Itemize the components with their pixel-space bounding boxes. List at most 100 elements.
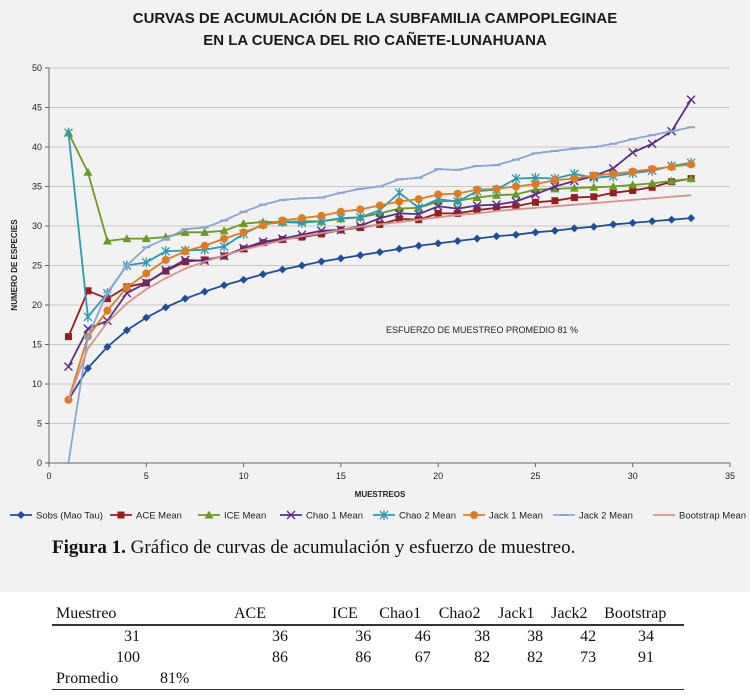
legend-item: Jack 2 Mean xyxy=(553,511,633,522)
data-point xyxy=(647,178,657,187)
data-point xyxy=(570,224,579,233)
data-point xyxy=(472,193,482,202)
data-point xyxy=(122,234,132,243)
data-point xyxy=(394,204,404,213)
series-line xyxy=(67,194,692,401)
y-tick-label: 15 xyxy=(32,340,42,350)
y-tick-label: 20 xyxy=(32,300,42,310)
data-point xyxy=(667,176,677,185)
data-point xyxy=(239,219,249,228)
data-point xyxy=(414,195,423,204)
data-point xyxy=(686,95,696,105)
legend-item: Bootstrap Mean xyxy=(653,511,746,522)
data-point xyxy=(550,182,560,191)
x-tick-label: 5 xyxy=(144,471,149,481)
data-point xyxy=(259,221,268,230)
data-point xyxy=(609,220,618,229)
data-point xyxy=(492,190,502,199)
chart-title: CURVAS DE ACUMULACIÓN DE LA SUBFAMILIA C… xyxy=(133,9,617,49)
data-point xyxy=(511,197,521,207)
y-tick-label: 35 xyxy=(32,182,42,192)
legend-item: Chao 1 Mean xyxy=(280,511,363,522)
y-tick-label: 30 xyxy=(32,221,42,231)
legend-item: ACE Mean xyxy=(110,511,182,522)
data-point xyxy=(278,265,287,274)
data-point xyxy=(83,167,93,176)
data-point xyxy=(511,230,520,239)
data-point xyxy=(648,217,657,226)
data-point xyxy=(122,283,131,292)
table-cell: 34 xyxy=(638,627,654,645)
series-ace-mean xyxy=(64,175,695,341)
data-point xyxy=(103,342,112,351)
data-point xyxy=(628,180,638,189)
data-point xyxy=(395,244,404,253)
data-point xyxy=(569,183,579,192)
data-point xyxy=(239,275,248,284)
data-point xyxy=(570,174,579,183)
promedio-label: Promedio xyxy=(52,668,156,690)
data-point xyxy=(589,171,598,180)
data-point xyxy=(161,303,170,312)
gridlines xyxy=(49,67,730,424)
y-tick-label: 5 xyxy=(37,419,42,429)
data-point xyxy=(63,127,73,138)
data-point xyxy=(375,213,385,223)
series-chao-1-mean xyxy=(63,95,696,372)
data-point xyxy=(375,201,384,210)
legend-item: Jack 1 Mean xyxy=(463,511,543,522)
data-point xyxy=(142,313,151,322)
data-point xyxy=(278,216,287,225)
data-point xyxy=(63,362,73,372)
table-cell: 67 xyxy=(414,648,431,666)
legend-label: Chao 1 Mean xyxy=(306,511,363,522)
data-point xyxy=(493,204,501,212)
data-point xyxy=(336,207,345,216)
data-point xyxy=(239,228,248,237)
table-cell: 91 xyxy=(638,648,654,666)
data-point xyxy=(492,232,501,241)
col-header: Chao1 xyxy=(375,604,435,626)
legend-label: Jack 2 Mean xyxy=(579,511,633,522)
table-cell: 86 xyxy=(272,648,289,666)
data-point xyxy=(530,185,540,194)
data-point xyxy=(375,248,384,257)
data-point xyxy=(453,196,463,207)
data-point xyxy=(141,257,151,268)
statistics-table: Muestreo ACE ICE Chao1 Chao2 Jack1 Jack2… xyxy=(52,604,684,690)
data-point xyxy=(122,326,131,335)
data-point xyxy=(473,185,482,194)
col-header: ICE xyxy=(292,604,376,626)
data-point xyxy=(394,187,404,198)
data-point xyxy=(200,287,209,296)
legend-label: Bootstrap Mean xyxy=(679,511,746,522)
promedio-value: 81% xyxy=(156,668,293,690)
y-tick-label: 50 xyxy=(32,63,42,73)
x-tick-label: 0 xyxy=(46,471,51,481)
data-point xyxy=(667,162,676,171)
series-jack-1-mean xyxy=(64,160,696,404)
table-cell: 86 xyxy=(355,648,372,666)
legend-item: ICE Mean xyxy=(198,510,266,522)
data-point xyxy=(103,295,111,303)
chart-title-line: CURVAS DE ACUMULACIÓN DE LA SUBFAMILIA C… xyxy=(133,9,617,27)
data-point xyxy=(492,200,502,210)
data-point xyxy=(550,176,559,185)
data-point xyxy=(433,201,443,211)
series-line xyxy=(67,163,692,401)
data-point xyxy=(141,234,151,243)
data-point xyxy=(473,206,481,214)
data-point xyxy=(687,160,696,169)
table-header-row: Muestreo ACE ICE Chao1 Chao2 Jack1 Jack2… xyxy=(52,604,684,626)
table-cell: 31 xyxy=(124,627,140,645)
table-row: 100 86 86 67 82 82 73 91 xyxy=(52,647,684,668)
data-point xyxy=(355,212,365,223)
legend-marker xyxy=(379,510,389,520)
data-point xyxy=(609,169,618,178)
data-point xyxy=(434,209,442,217)
legend-marker xyxy=(286,510,296,520)
data-point xyxy=(511,182,520,191)
figure-caption: Figura 1. Gráfico de curvas de acumulaci… xyxy=(52,537,648,559)
data-point xyxy=(84,287,92,295)
legend-item: Chao 2 Mean xyxy=(373,510,456,522)
